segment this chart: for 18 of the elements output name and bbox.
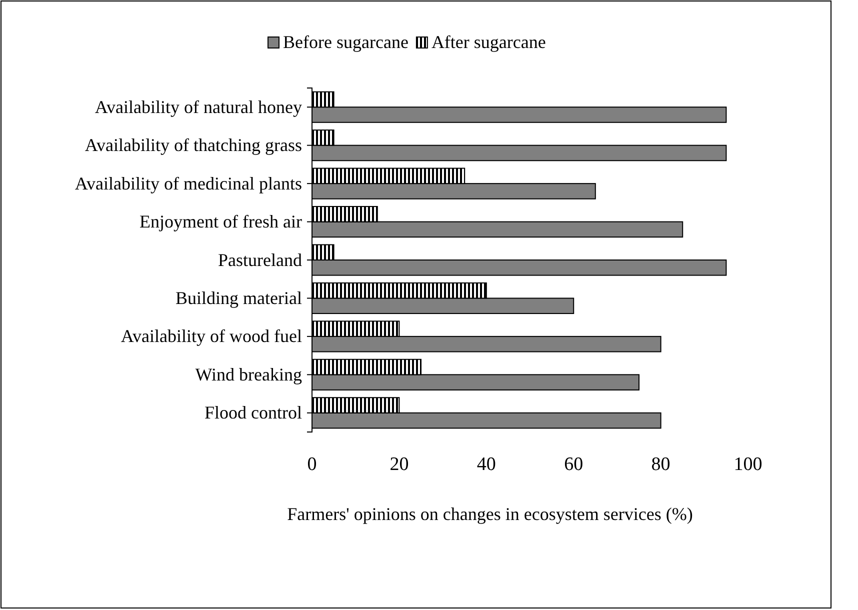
x-tick-label: 100	[734, 454, 762, 476]
legend-label: After sugarcane	[431, 32, 546, 52]
x-tick-label: 60	[564, 454, 584, 476]
y-tick-label: Availability of thatching grass	[84, 135, 302, 156]
x-tick-label: 40	[476, 454, 496, 476]
y-tick-label: Pastureland	[218, 250, 302, 270]
x-tick-label: 80	[651, 454, 670, 476]
legend-label: Before sugarcane	[283, 32, 408, 52]
y-tick-label: Availability of natural honey	[94, 96, 302, 117]
x-tick-label: 0	[307, 454, 317, 476]
x-axis-title: Farmers' opinions on changes in ecosystem services (%)	[287, 504, 693, 524]
y-tick-label: Building material	[176, 288, 302, 308]
y-tick-label: Availability of wood fuel	[120, 326, 302, 346]
x-tick-label: 20	[390, 454, 409, 476]
y-tick-label: Flood control	[204, 402, 302, 423]
y-tick-label: Wind breaking	[195, 364, 302, 384]
y-tick-label: Enjoyment of fresh air	[140, 212, 302, 232]
y-tick-label: Availability of medicinal plants	[74, 173, 302, 194]
